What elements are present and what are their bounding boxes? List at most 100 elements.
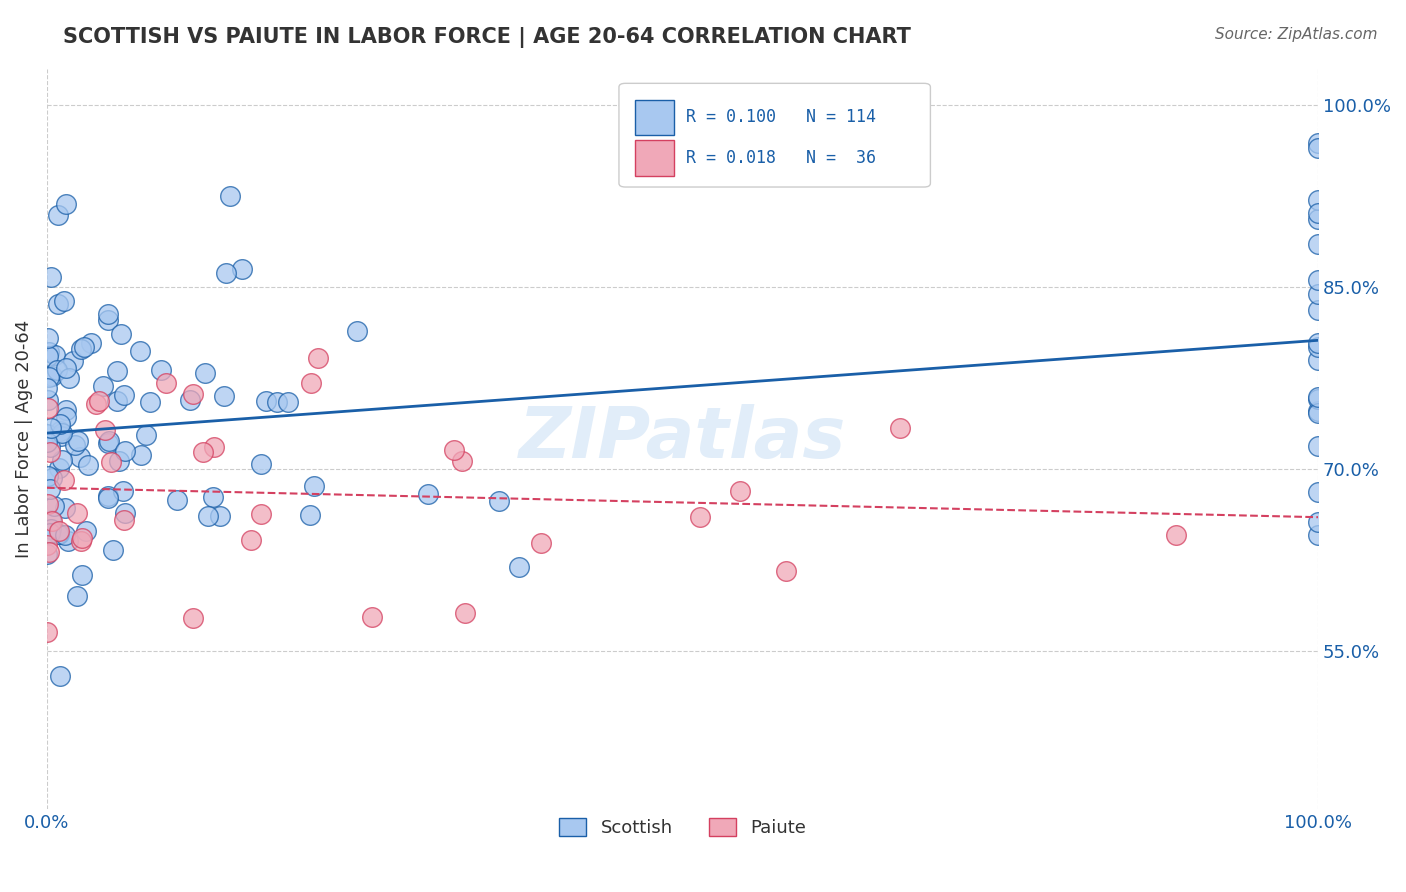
Point bbox=[193, 444, 215, 458]
Point bbox=[41, 421, 63, 435]
Point bbox=[179, 392, 201, 407]
Point bbox=[128, 344, 150, 359]
Point bbox=[689, 510, 711, 524]
Point bbox=[112, 483, 135, 498]
Point bbox=[97, 435, 120, 450]
Point bbox=[49, 669, 72, 683]
Point bbox=[254, 394, 277, 409]
Point bbox=[97, 491, 120, 505]
Point bbox=[1308, 205, 1330, 219]
Point bbox=[1308, 236, 1330, 251]
Point bbox=[66, 590, 89, 604]
Text: R = 0.018   N =  36: R = 0.018 N = 36 bbox=[686, 149, 876, 167]
Point bbox=[114, 506, 136, 520]
Point bbox=[49, 424, 72, 438]
Point bbox=[39, 522, 62, 536]
Point bbox=[454, 606, 477, 620]
Point bbox=[307, 351, 329, 365]
Point bbox=[194, 366, 217, 380]
Point bbox=[58, 371, 80, 385]
Point bbox=[1308, 211, 1330, 226]
Point bbox=[93, 424, 115, 438]
Point bbox=[51, 428, 73, 442]
Point bbox=[53, 473, 76, 487]
Point bbox=[69, 450, 91, 464]
Point bbox=[39, 445, 62, 459]
Point bbox=[1308, 439, 1330, 453]
Point bbox=[1308, 390, 1330, 404]
Point bbox=[889, 421, 911, 435]
Point bbox=[299, 376, 322, 390]
Point bbox=[1308, 485, 1330, 500]
Point bbox=[55, 197, 77, 211]
Point bbox=[53, 500, 76, 515]
Point bbox=[112, 388, 135, 402]
Point bbox=[1308, 273, 1330, 287]
Point bbox=[1308, 141, 1330, 155]
Point bbox=[66, 506, 89, 520]
Point bbox=[84, 397, 107, 411]
Point bbox=[488, 494, 510, 508]
Point bbox=[112, 513, 135, 527]
Point bbox=[53, 293, 76, 308]
Point bbox=[97, 313, 120, 327]
Point bbox=[302, 479, 325, 493]
Point bbox=[508, 560, 530, 574]
Point bbox=[38, 482, 60, 496]
Point bbox=[249, 507, 271, 521]
Point bbox=[1308, 340, 1330, 354]
Point bbox=[55, 409, 77, 424]
Point bbox=[239, 533, 262, 547]
Point bbox=[100, 455, 122, 469]
Point bbox=[48, 460, 70, 475]
Point bbox=[135, 428, 157, 442]
Point bbox=[39, 525, 62, 540]
Point bbox=[728, 484, 751, 499]
Point bbox=[35, 427, 58, 442]
Point bbox=[155, 376, 177, 390]
Point bbox=[44, 348, 66, 362]
Point bbox=[443, 443, 465, 458]
Point bbox=[360, 610, 382, 624]
Point bbox=[1308, 406, 1330, 420]
Point bbox=[530, 535, 553, 549]
Point bbox=[1308, 335, 1330, 350]
Point bbox=[110, 327, 132, 342]
Text: SCOTTISH VS PAIUTE IN LABOR FORCE | AGE 20-64 CORRELATION CHART: SCOTTISH VS PAIUTE IN LABOR FORCE | AGE … bbox=[63, 27, 911, 48]
Point bbox=[202, 440, 225, 454]
Point bbox=[346, 324, 368, 338]
Point bbox=[101, 542, 124, 557]
Point bbox=[97, 307, 120, 321]
Point bbox=[37, 331, 59, 345]
Point bbox=[37, 349, 59, 363]
Point bbox=[1308, 193, 1330, 207]
Point bbox=[208, 508, 231, 523]
Point bbox=[451, 454, 474, 468]
Point bbox=[41, 513, 63, 527]
Point bbox=[215, 266, 238, 280]
Text: Source: ZipAtlas.com: Source: ZipAtlas.com bbox=[1215, 27, 1378, 42]
Point bbox=[181, 387, 204, 401]
Point bbox=[48, 526, 70, 541]
Point bbox=[108, 454, 131, 468]
Point bbox=[51, 452, 73, 467]
Point bbox=[35, 435, 58, 450]
Point bbox=[129, 448, 152, 462]
Point bbox=[55, 361, 77, 376]
Point bbox=[46, 362, 69, 376]
Point bbox=[38, 369, 60, 384]
Point bbox=[70, 531, 93, 545]
Point bbox=[48, 524, 70, 538]
Point bbox=[46, 527, 69, 541]
Point bbox=[38, 545, 60, 559]
Point bbox=[416, 487, 439, 501]
Point bbox=[38, 344, 60, 359]
Point bbox=[37, 538, 59, 552]
Point bbox=[41, 368, 63, 383]
Point bbox=[231, 261, 253, 276]
Point bbox=[39, 440, 62, 454]
Point bbox=[53, 528, 76, 542]
Legend: Scottish, Paiute: Scottish, Paiute bbox=[551, 811, 813, 845]
Point bbox=[55, 402, 77, 417]
Point bbox=[63, 438, 86, 452]
